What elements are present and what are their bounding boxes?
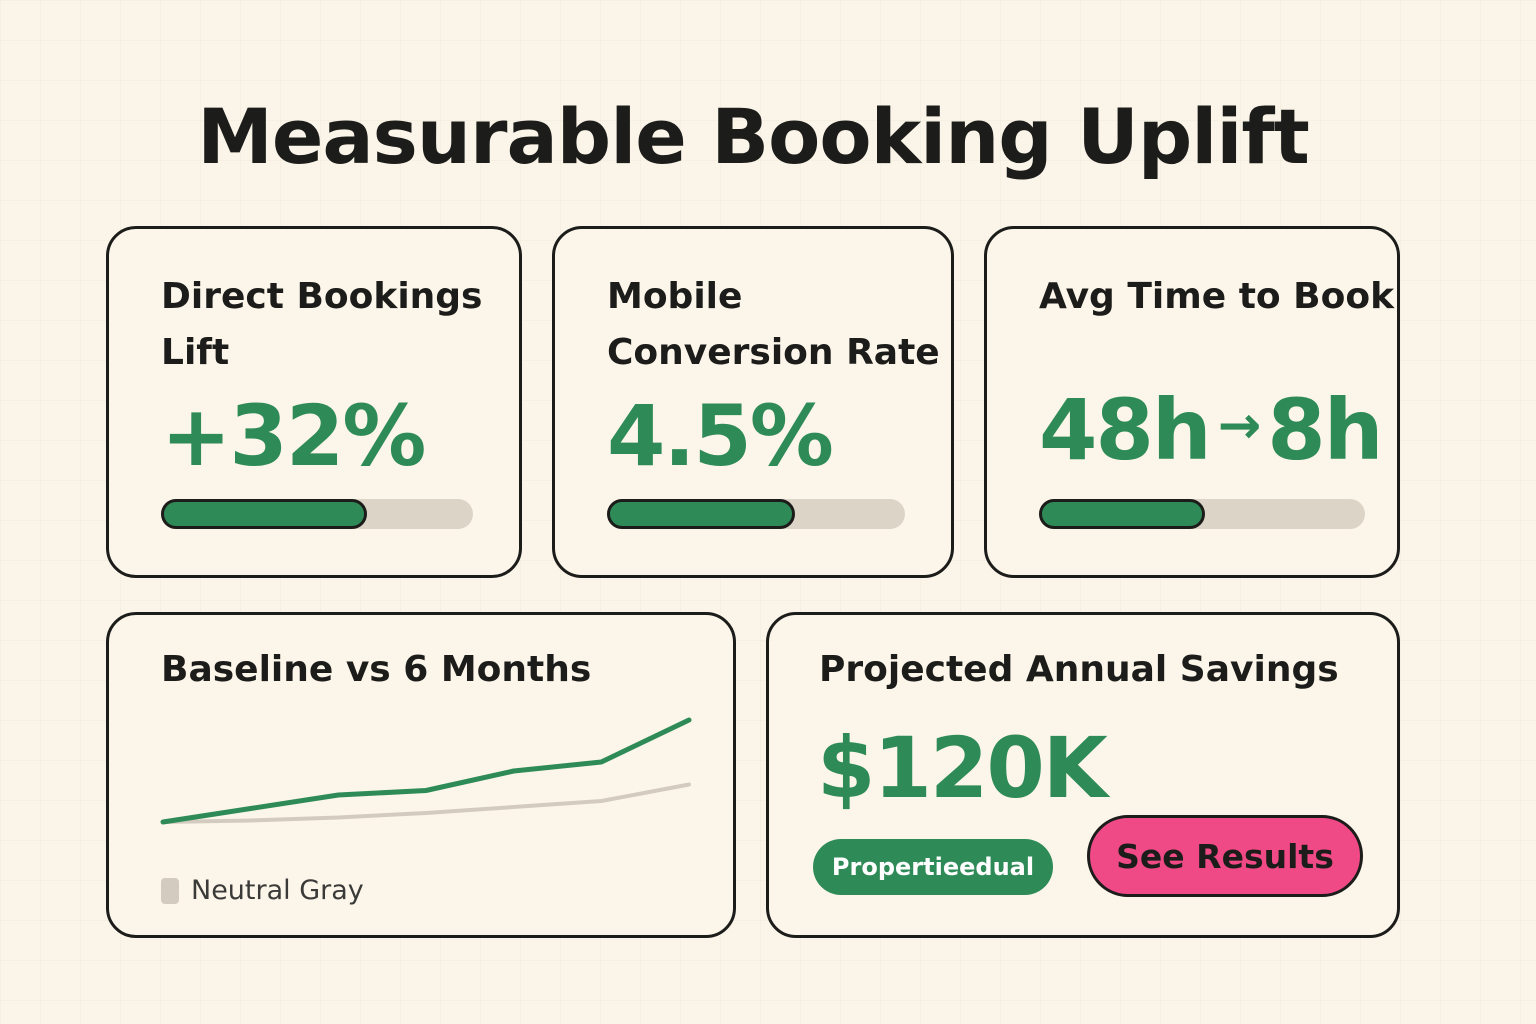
value-after: 8h — [1267, 381, 1383, 479]
metric-label: Direct Bookings Lift — [161, 276, 483, 373]
series-line-improved — [160, 717, 692, 825]
metric-value: +32% — [161, 387, 426, 485]
savings-card: Projected Annual Savings $120K Propertie… — [766, 612, 1400, 938]
legend-swatch — [161, 877, 179, 904]
savings-title: Projected Annual Savings — [819, 649, 1339, 690]
see-results-button[interactable]: See Results — [1087, 815, 1363, 897]
chart-legend: Neutral Gray — [161, 875, 364, 906]
arrow-right-icon: → — [1217, 396, 1262, 456]
page-title: Measurable Booking Uplift — [197, 92, 1310, 181]
metric-value: 48h →8h — [1039, 381, 1384, 479]
property-pill: Propertieedual — [813, 839, 1053, 895]
chart-title: Baseline vs 6 Months — [161, 649, 592, 690]
trend-chart-card: Baseline vs 6 Months Neutral Gray — [106, 612, 736, 938]
metric-card-avg-time-to-book: Avg Time to Book 48h →8h — [984, 226, 1400, 578]
progress-fill — [161, 499, 367, 529]
progress-track — [1039, 499, 1365, 529]
savings-value: $120K — [817, 719, 1108, 817]
metric-card-direct-bookings: Direct Bookings Lift +32% — [106, 226, 522, 578]
series-line-baseline — [161, 782, 691, 824]
progress-track — [161, 499, 473, 529]
value-before: 48h — [1039, 381, 1212, 479]
legend-label: Neutral Gray — [191, 875, 364, 906]
metric-label: Avg Time to Book — [1039, 276, 1395, 317]
progress-fill — [1039, 499, 1206, 529]
metric-label: Mobile Conversion Rate — [607, 276, 940, 373]
metric-card-mobile-conversion: Mobile Conversion Rate 4.5% — [552, 226, 954, 578]
metric-value: 4.5% — [607, 387, 834, 485]
progress-fill — [607, 499, 795, 529]
trend-chart — [160, 717, 692, 825]
progress-track — [607, 499, 905, 529]
